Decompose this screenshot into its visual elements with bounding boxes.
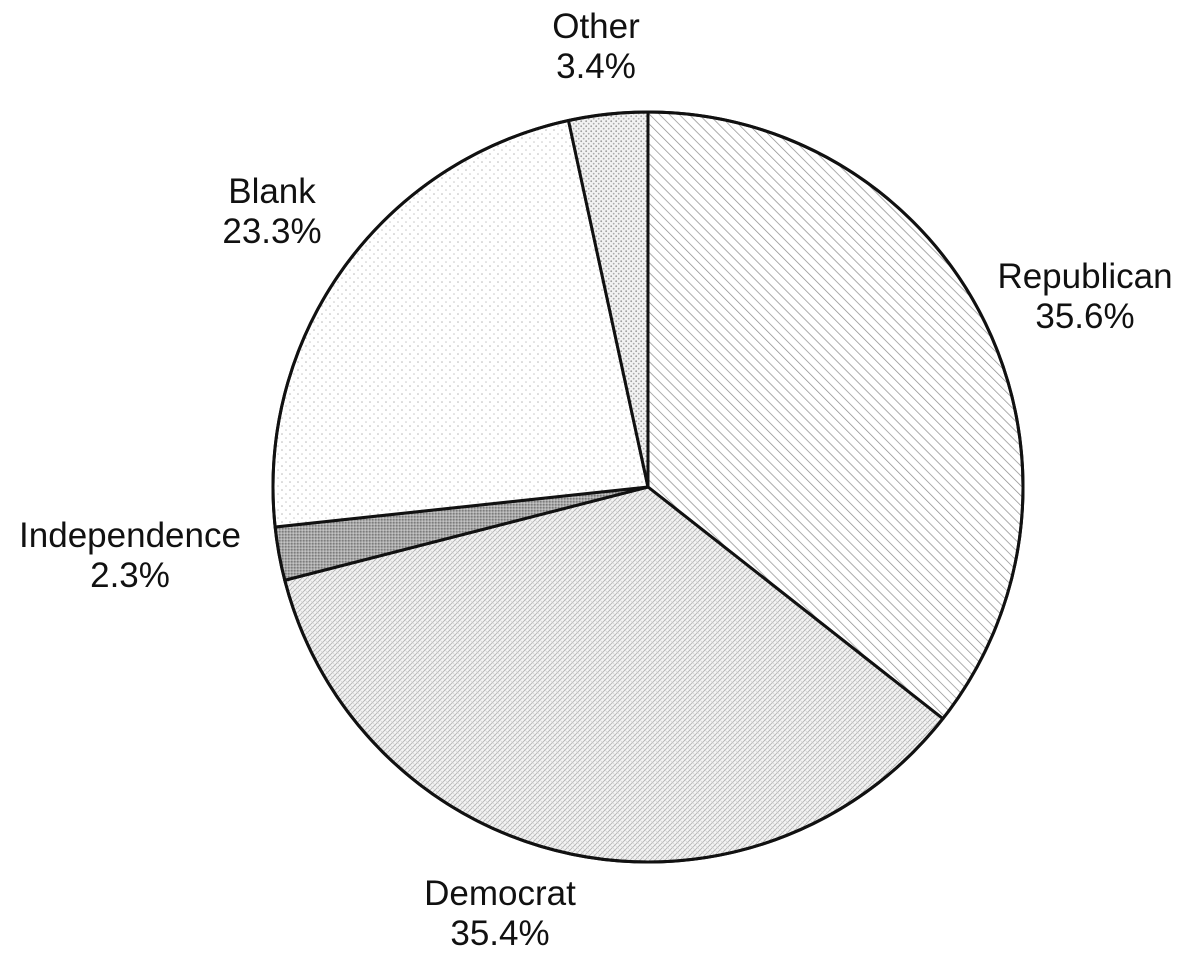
slice-value-blank: 23.3% <box>222 212 321 251</box>
slice-label-other: Other <box>552 7 640 46</box>
slice-label-democrat: Democrat <box>424 874 576 913</box>
slice-label-republican: Republican <box>997 257 1172 296</box>
slice-value-republican: 35.6% <box>1035 297 1134 336</box>
slice-value-independence: 2.3% <box>90 556 170 595</box>
pie-slices <box>271 110 1025 864</box>
slice-label-independence: Independence <box>19 516 241 555</box>
slice-value-democrat: 35.4% <box>450 914 549 953</box>
pie-outline <box>271 110 1025 864</box>
slice-value-other: 3.4% <box>556 47 636 86</box>
slice-label-blank: Blank <box>228 172 316 211</box>
